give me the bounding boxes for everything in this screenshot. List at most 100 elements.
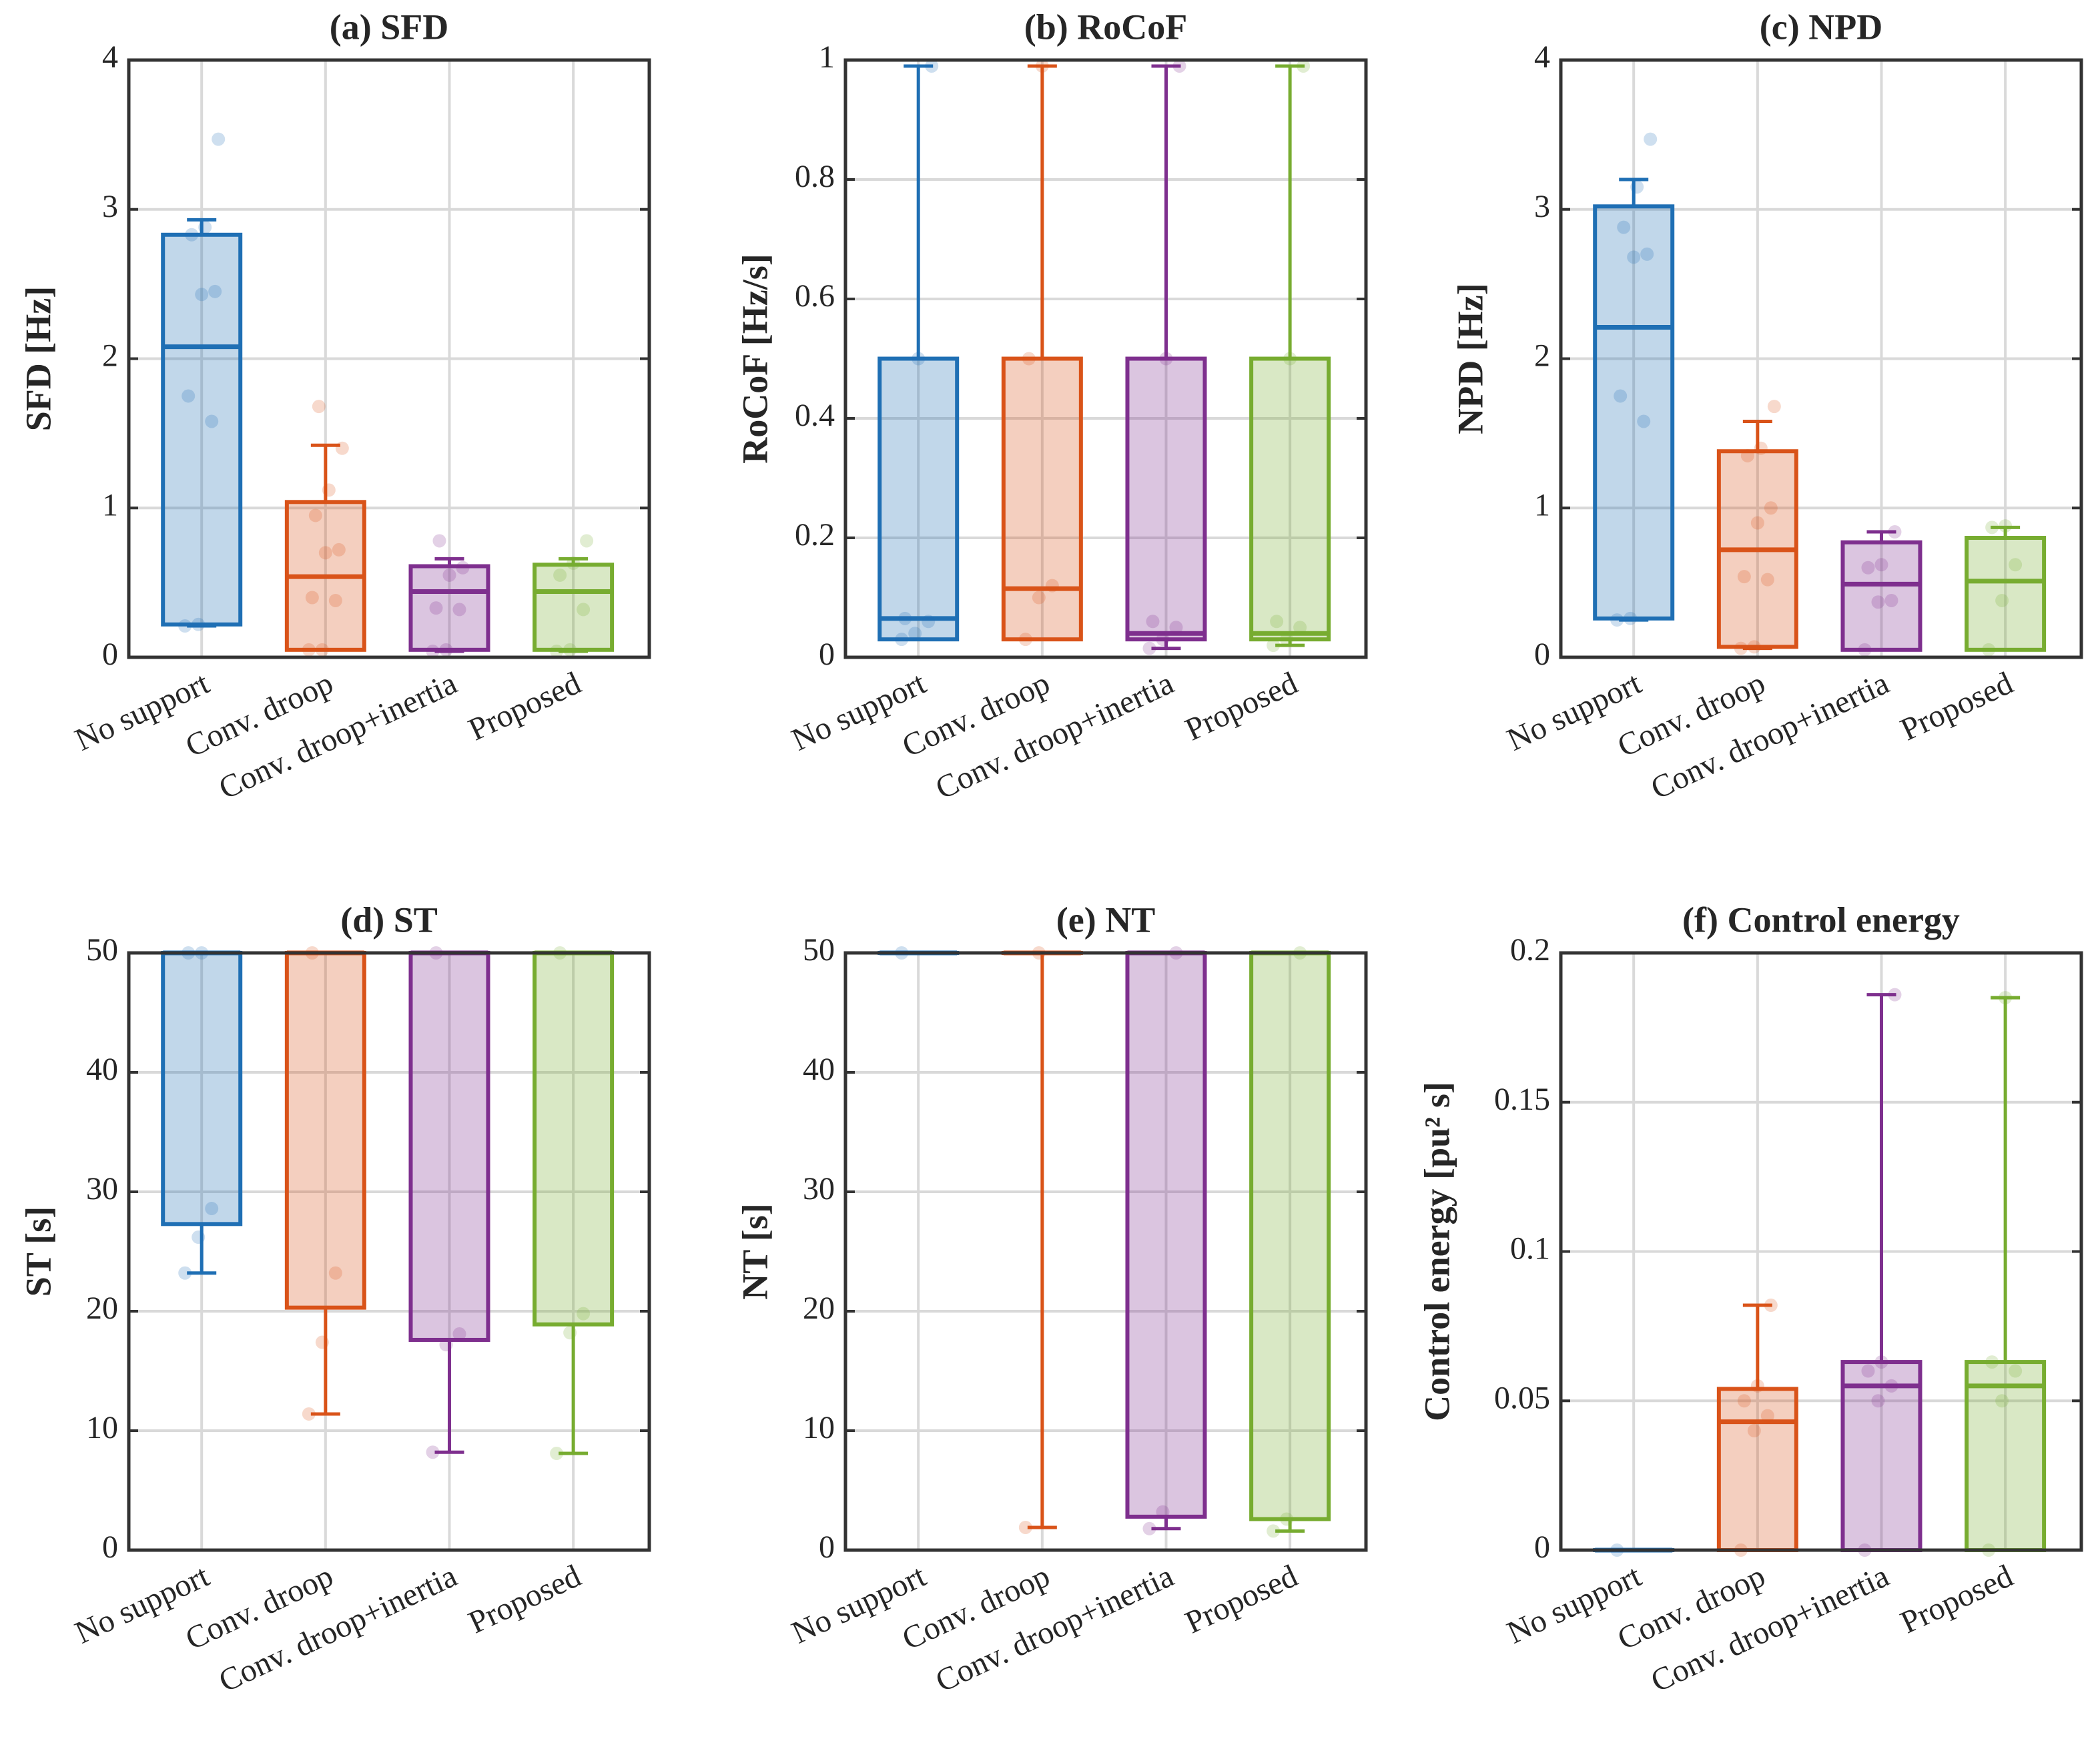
box [1716, 1387, 1798, 1553]
y-tick-label: 0.05 [1494, 1380, 1550, 1415]
x-tick-label: Proposed [463, 665, 586, 748]
y-tick-label: 30 [86, 1171, 118, 1206]
data-point [567, 557, 581, 571]
data-point [1159, 352, 1173, 366]
data-point [328, 1266, 342, 1280]
data-point [1293, 621, 1307, 635]
data-point [577, 603, 591, 617]
y-tick-label: 0 [102, 1529, 118, 1565]
box [1840, 1360, 1922, 1552]
data-point [1156, 1505, 1170, 1519]
data-point [925, 59, 939, 73]
title: (e) NT [1056, 900, 1155, 940]
data-point [315, 643, 329, 657]
data-point [553, 568, 567, 582]
data-point [1640, 247, 1654, 261]
y-tick-label: 0 [819, 1529, 835, 1565]
data-point [1740, 448, 1754, 462]
data-point [1861, 561, 1875, 575]
y-tick-label: 0.2 [1510, 932, 1550, 968]
y-tick-label: 10 [86, 1410, 118, 1445]
box [408, 951, 490, 1342]
data-point [1035, 59, 1049, 73]
box [408, 564, 490, 652]
data-point [192, 617, 206, 631]
data-point [205, 414, 219, 428]
data-point [208, 284, 222, 298]
x-tick-label: Proposed [1895, 665, 2018, 748]
data-point [1995, 1394, 2009, 1408]
data-point [1861, 1364, 1875, 1378]
x-tick-label: Proposed [463, 1558, 586, 1641]
y-tick-label: 0.15 [1494, 1082, 1550, 1117]
data-point [1982, 643, 1996, 657]
data-point [1858, 643, 1872, 657]
data-point [1283, 352, 1297, 366]
y-tick-label: 0.4 [795, 398, 835, 433]
data-point [1884, 1379, 1898, 1393]
data-point [1888, 988, 1902, 1002]
data-point [1884, 593, 1898, 607]
data-point [550, 1447, 564, 1461]
y-tick-label: 4 [1534, 39, 1550, 75]
data-point [322, 483, 336, 497]
data-point [1999, 519, 2013, 533]
y-axis-label: NPD [Hz] [1450, 283, 1490, 434]
data-point [1146, 615, 1160, 629]
data-point [456, 561, 470, 575]
data-point [452, 1327, 466, 1341]
data-point [1734, 641, 1748, 655]
data-point [1764, 501, 1778, 515]
data-point [1156, 633, 1170, 647]
y-tick-label: 0.1 [1510, 1231, 1550, 1267]
y-tick-label: 2 [102, 338, 118, 374]
data-point [302, 643, 316, 657]
data-point [192, 1230, 206, 1245]
data-point [1737, 1394, 1751, 1408]
y-tick-label: 0.2 [795, 517, 835, 553]
data-point [1999, 991, 2013, 1005]
y-axis-label: NT [s] [735, 1203, 775, 1300]
data-point [1985, 520, 1999, 535]
axes-box [127, 58, 651, 659]
box [533, 563, 615, 652]
box [1249, 356, 1331, 642]
data-point [1995, 593, 2009, 607]
data-point [550, 645, 564, 659]
data-point [308, 508, 322, 522]
box [1593, 204, 1675, 621]
data-point [429, 601, 443, 615]
title: (a) SFD [330, 7, 448, 47]
data-point [312, 400, 326, 414]
axes-box [843, 58, 1368, 659]
data-point [332, 543, 346, 557]
box [1965, 1360, 2047, 1552]
y-axis-label: ST [s] [18, 1206, 58, 1297]
box [1001, 356, 1083, 642]
data-point [442, 568, 456, 582]
data-point [205, 1202, 219, 1216]
data-point [1045, 579, 1059, 593]
data-point [1888, 525, 1902, 539]
data-point [1267, 639, 1281, 653]
y-axis-label: RoCoF [Hz/s] [735, 254, 775, 463]
data-point [1018, 633, 1032, 647]
data-point [577, 1307, 591, 1321]
data-point [1764, 1299, 1778, 1313]
y-tick-label: 4 [102, 39, 118, 75]
data-point [1280, 1512, 1294, 1526]
title: (b) RoCoF [1024, 7, 1187, 47]
axes-box [127, 951, 651, 1552]
box [1125, 951, 1207, 1519]
data-point [1760, 1409, 1774, 1423]
axes-box [843, 951, 1368, 1552]
y-tick-label: 20 [86, 1291, 118, 1326]
y-tick-label: 10 [803, 1410, 835, 1445]
data-point [212, 132, 226, 146]
data-point [1750, 1379, 1764, 1393]
